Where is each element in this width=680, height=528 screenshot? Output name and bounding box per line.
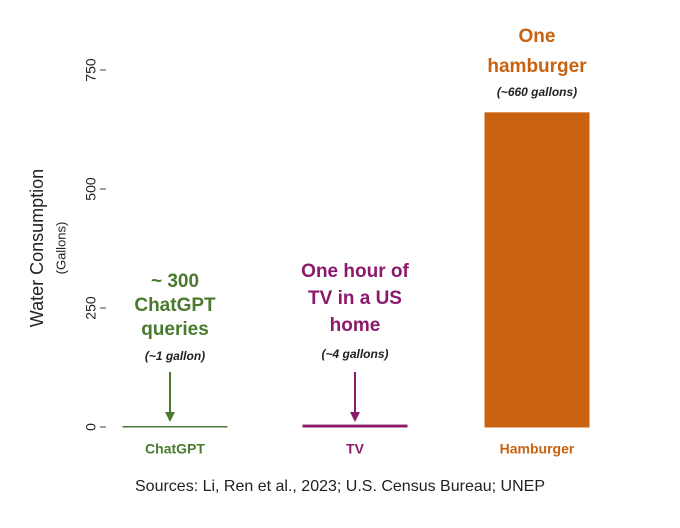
annotation: hamburger	[487, 56, 587, 77]
arrow	[350, 372, 360, 422]
annotation: One	[519, 26, 556, 47]
annotation-note: (~1 gallon)	[145, 349, 205, 363]
source: Sources: Li, Ren et al., 2023; U.S. Cens…	[135, 478, 545, 495]
annotation: ChatGPT	[134, 295, 216, 316]
y-tick-label: 0	[83, 423, 99, 431]
y-tick-label: 750	[83, 58, 99, 82]
y-tick-label: 500	[83, 177, 99, 201]
annotation-note: (~660 gallons)	[497, 85, 577, 99]
x-tick-label: Hamburger	[500, 441, 575, 457]
annotation: TV in a US	[308, 288, 402, 309]
x-tick-label: TV	[346, 441, 365, 457]
y-tick-label: 250	[83, 296, 99, 320]
bar	[302, 424, 408, 428]
bar	[484, 112, 590, 428]
annotation: ~ 300	[151, 271, 199, 292]
y-axis-sublabel: (Gallons)	[53, 222, 68, 275]
arrow	[165, 372, 175, 422]
x-tick-label: ChatGPT	[145, 441, 205, 457]
y-axis-label: Water Consumption	[27, 169, 47, 327]
annotation: home	[330, 315, 381, 336]
annotation: queries	[141, 319, 209, 340]
annotation: One hour of	[301, 261, 409, 282]
annotation-note: (~4 gallons)	[321, 347, 388, 361]
